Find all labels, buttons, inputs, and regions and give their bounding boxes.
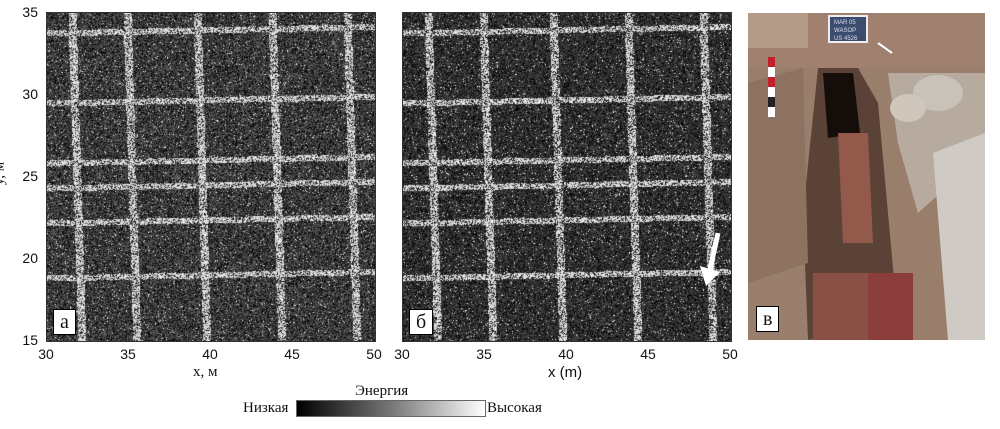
x-tick: 50 bbox=[722, 346, 738, 362]
x-tick: 35 bbox=[476, 346, 492, 362]
panel-label: в bbox=[756, 306, 780, 332]
y-tick: 25 bbox=[22, 168, 38, 184]
gpr-energy-map-b: б bbox=[402, 12, 732, 342]
y-tick: 30 bbox=[22, 86, 38, 102]
colorbar-title: Энергия bbox=[355, 383, 409, 399]
x-tick: 45 bbox=[284, 346, 300, 362]
y-tick: 20 bbox=[22, 250, 38, 266]
panel-label: б bbox=[409, 309, 434, 335]
panel-label: а bbox=[53, 309, 76, 335]
colorbar-gradient bbox=[296, 400, 486, 417]
y-tick: 35 bbox=[22, 4, 38, 20]
colorbar-high-label: Высокая bbox=[487, 400, 542, 416]
colorbar-low-label: Низкая bbox=[243, 400, 289, 416]
slate-sign: MAR 05 WASOP US 4526 bbox=[828, 15, 868, 43]
arrow-icon bbox=[700, 232, 721, 286]
excavation-photo: MAR 05 WASOP US 4526 в bbox=[748, 13, 985, 340]
x-tick: 40 bbox=[558, 346, 574, 362]
x-tick: 50 bbox=[366, 346, 382, 362]
x-tick: 30 bbox=[394, 346, 410, 362]
y-tick: 15 bbox=[22, 332, 38, 348]
x-tick: 35 bbox=[120, 346, 136, 362]
gpr-energy-map-a: а bbox=[46, 12, 376, 342]
x-tick: 45 bbox=[640, 346, 656, 362]
x-axis-label: x (m) bbox=[548, 364, 583, 381]
x-tick: 40 bbox=[202, 346, 218, 362]
x-axis-label: x, м bbox=[193, 364, 218, 380]
x-tick: 30 bbox=[38, 346, 54, 362]
y-axis-label: y, м bbox=[0, 162, 8, 186]
